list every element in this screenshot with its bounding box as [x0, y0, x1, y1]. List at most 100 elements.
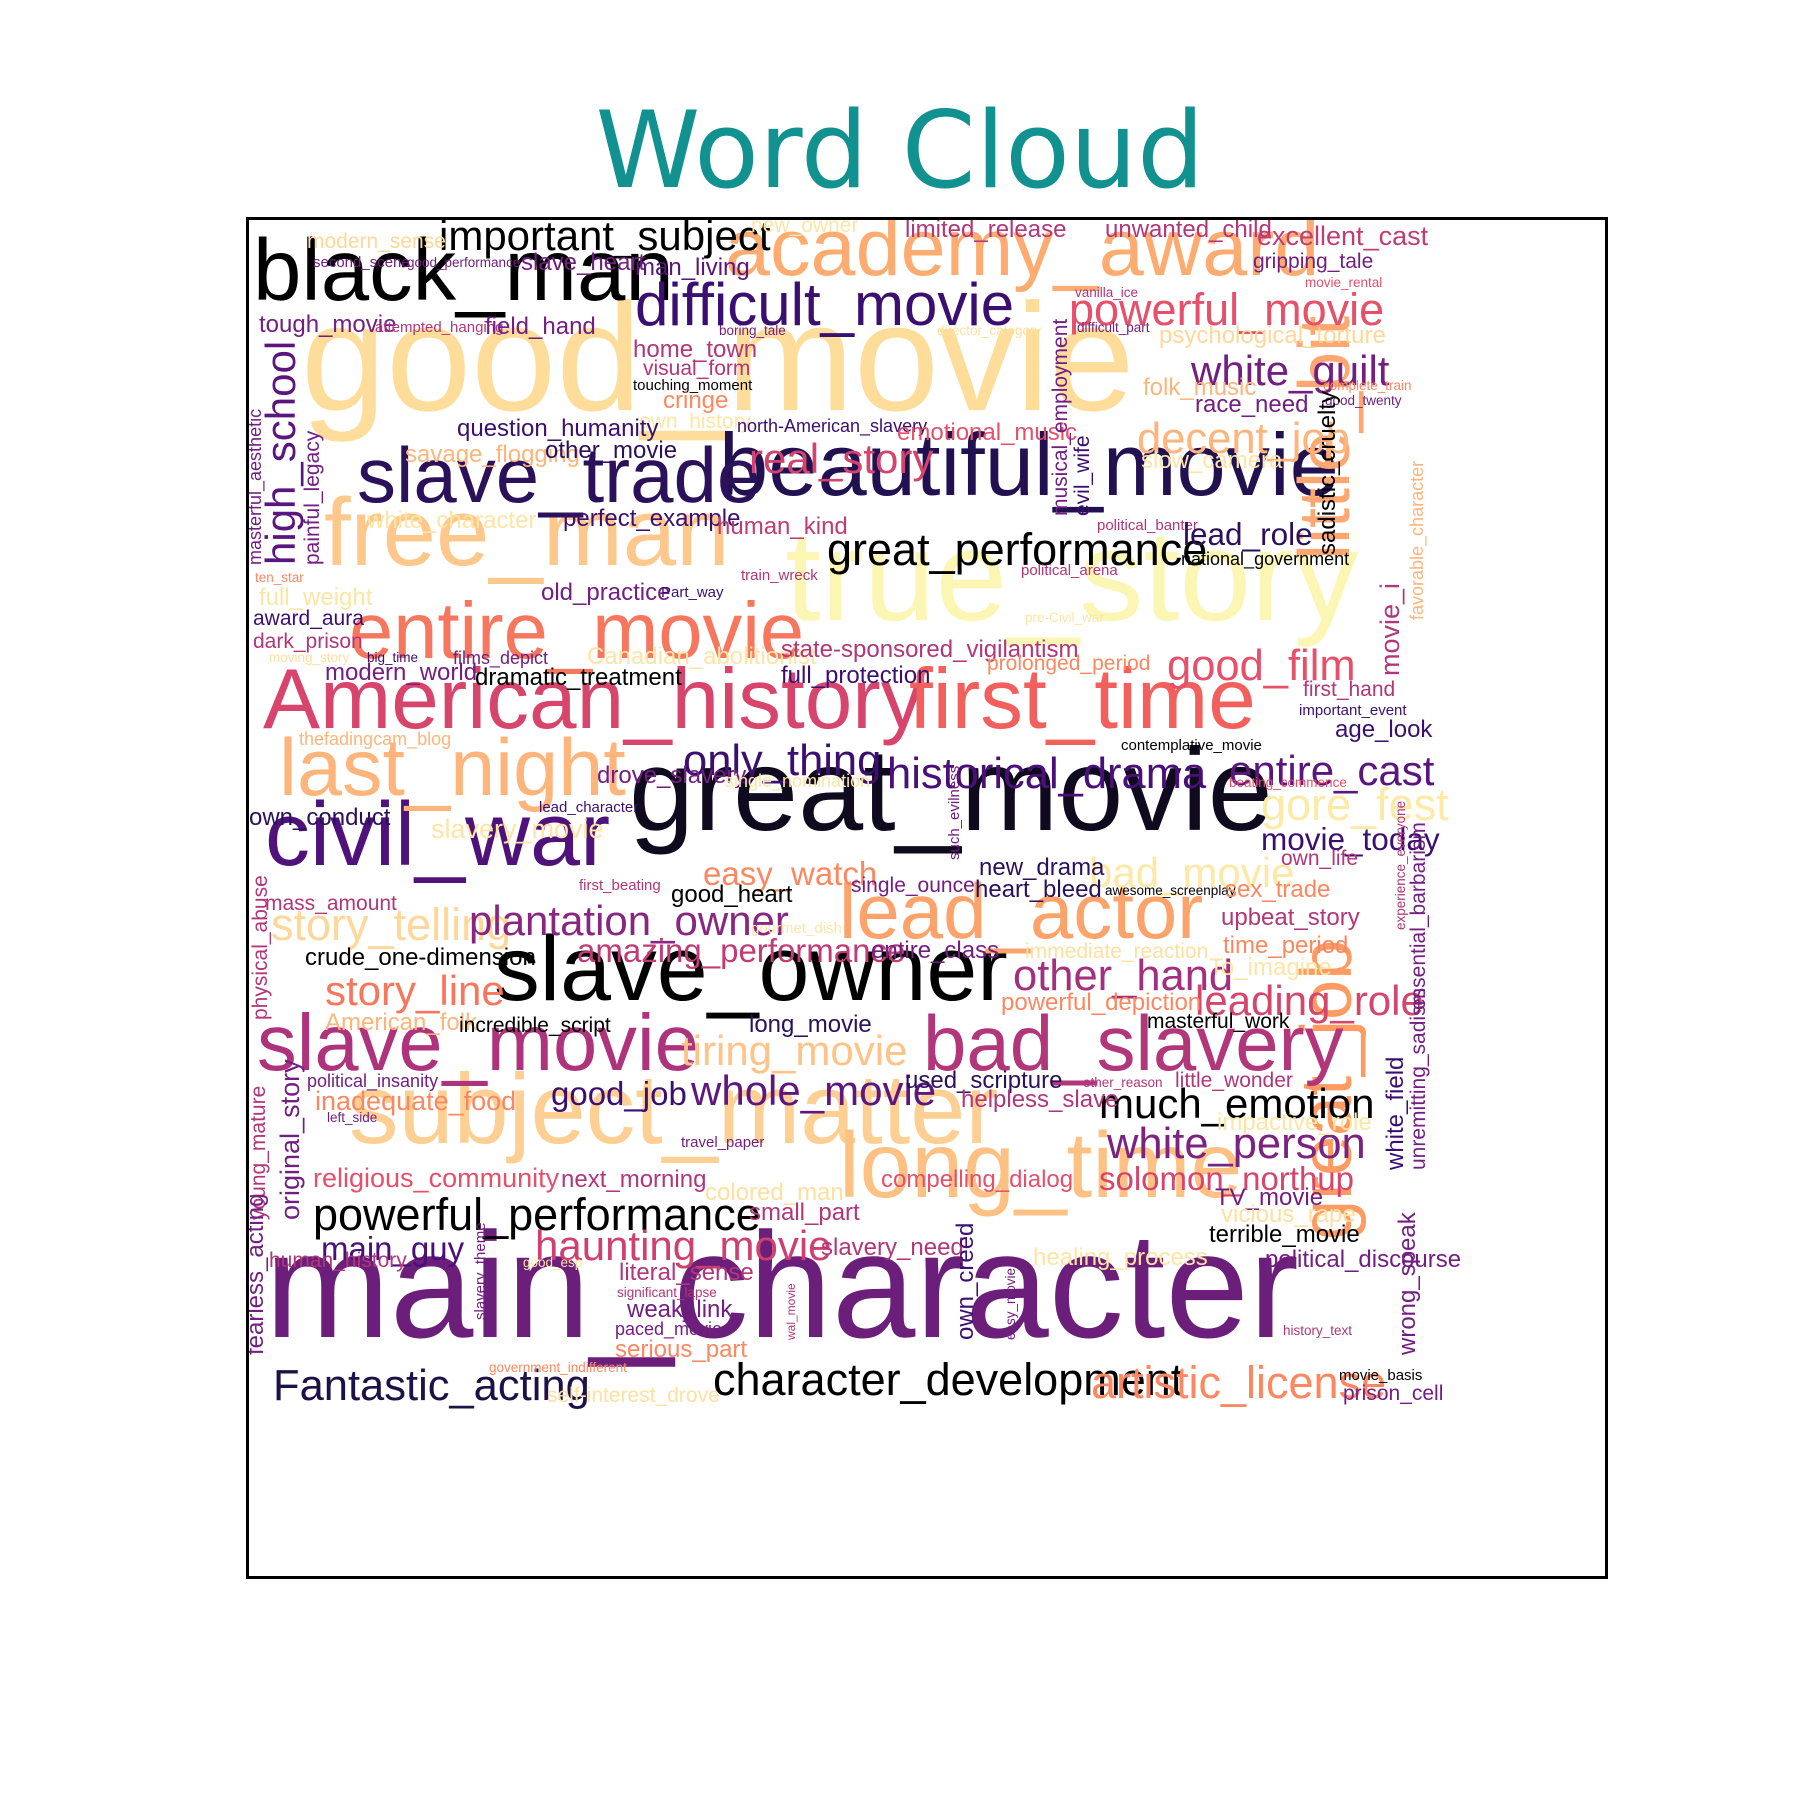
- word-political-arena: political_arena: [1021, 562, 1118, 579]
- word-essential-barbarism: essential_barbarism: [1407, 822, 1430, 1010]
- word-cloud-frame: main_character good_movie true_story great_…: [246, 217, 1608, 1579]
- word-slave-heart: slave_heart: [521, 249, 645, 276]
- word-modern-sense: modern_sense: [307, 230, 446, 253]
- word-age-look: age_look: [1335, 716, 1433, 743]
- word-old-practice: old_practice: [541, 579, 670, 606]
- word-canadian-abolitionist: Canadian_abolitionist: [587, 643, 817, 670]
- word-other-hand: other_hand: [1013, 952, 1233, 1000]
- word-unwanted-child: unwanted_child: [1105, 220, 1272, 243]
- word-left-side: left_side: [327, 1110, 377, 1125]
- word-good-performance: good_performance: [407, 255, 520, 270]
- word-decent-job: decent_job: [1137, 415, 1350, 463]
- word-political-discourse: political_discourse: [1265, 1246, 1461, 1273]
- word-slave-trade: slave_trade: [357, 431, 760, 519]
- word-experience-everyone: experience_everyone: [1393, 801, 1408, 930]
- word-colored-man: colored_man: [705, 1179, 844, 1206]
- word-award-aura: award_aura: [253, 607, 364, 630]
- word-beautiful-movie: beautiful_movie: [719, 415, 1339, 514]
- word-dramatic-treatment: dramatic_treatment: [475, 664, 682, 691]
- word-home-town: home_town: [633, 336, 757, 363]
- word-prolonged-period: prolonged_period: [987, 652, 1150, 675]
- word-bad-movie: bad_movie: [1089, 849, 1294, 896]
- word-easy-movie: easy_movie: [1003, 1268, 1018, 1340]
- word-slavery-need: slavery_need: [821, 1234, 964, 1261]
- word-important-event: important_event: [1299, 702, 1407, 719]
- word-bad-slavery: bad_slavery: [923, 999, 1344, 1087]
- word-tv-movie: TV_movie: [1215, 1184, 1323, 1211]
- word-fearless-acting: fearless_acting: [249, 1194, 269, 1355]
- word-single-nomination: single_nomination: [725, 771, 870, 792]
- word-self-interest-drove: self-interest_drove: [547, 1384, 720, 1407]
- word-historical-drama: historical_drama: [887, 750, 1207, 798]
- word-moving-story: moving_story: [269, 650, 350, 665]
- word-boring-tale: boring_tale: [719, 323, 786, 338]
- word-dark-prison: dark_prison: [253, 630, 363, 653]
- word-impactive-role: impactive_role: [1217, 1109, 1372, 1136]
- word-director-category: director_category: [937, 323, 1042, 338]
- word-weak-link: weak_link: [626, 1296, 733, 1323]
- word-lead-actor: lead_actor: [839, 867, 1203, 955]
- word-prison-cell: prison_cell: [1343, 1382, 1443, 1405]
- word-touching-moment: touching_moment: [633, 377, 753, 394]
- word-main-guy: main_guy: [321, 1230, 465, 1267]
- word-inadequate-food: inadequate_food: [315, 1086, 516, 1116]
- word-good-film: good_film: [1167, 642, 1356, 690]
- word-part-way: Part_way: [661, 584, 724, 601]
- word-beating-commence: beating_commence: [1229, 775, 1347, 790]
- word-little-wonder: little_wonder: [1175, 1069, 1293, 1092]
- word-own-conduct: own_conduct: [249, 804, 391, 831]
- word-young-mature: young_mature: [249, 1086, 270, 1220]
- word-paced-movie: paced_movie: [615, 1319, 722, 1340]
- word-high-school: high_school: [257, 341, 304, 565]
- word-folk-music: folk_music: [1143, 374, 1256, 401]
- word-powerful-performance: powerful_performance: [313, 1189, 761, 1240]
- word-new-drama: new_drama: [979, 854, 1105, 881]
- word-train-wreck: train_wreck: [741, 567, 818, 584]
- word-small-part: small_part: [749, 1199, 860, 1226]
- word-story-line: story_line: [325, 967, 505, 1014]
- word-great-performance: great_performance: [827, 524, 1207, 575]
- word-movie-today: movie_today: [1261, 821, 1440, 857]
- word-state-sponsored-vigilantism: state-sponsored_vigilantism: [781, 636, 1078, 663]
- word-human-kind: human_kind: [717, 513, 848, 540]
- word-man-living: man_living: [635, 254, 750, 281]
- word-other-reason: other_reason: [1083, 1075, 1163, 1090]
- word-other-movie: other_movie: [545, 437, 677, 464]
- word-used-scripture: used_scripture: [905, 1067, 1062, 1094]
- word-race-need: race_need: [1195, 391, 1308, 418]
- word-long-movie: long_movie: [749, 1011, 872, 1038]
- word-compelling-dialog: compelling_dialog: [881, 1166, 1073, 1193]
- word-american-folk: American_folk: [325, 1009, 478, 1036]
- word-artistic-license: artistic_license: [1091, 1357, 1386, 1408]
- word-difficult-part: difficult_part: [1077, 320, 1150, 335]
- word-white-person: white_person: [1106, 1120, 1366, 1168]
- word-helpless-slave: helpless_slave: [961, 1086, 1118, 1113]
- word-powerful-movie: powerful_movie: [1069, 284, 1384, 335]
- word-first-beating: first_beating: [579, 877, 661, 894]
- word-physical-abuse: physical_abuse: [249, 875, 272, 1020]
- word-travel-paper: travel_paper: [681, 1134, 764, 1151]
- word-good-twenty: good_twenty: [1325, 393, 1402, 408]
- word-white-guilt: white_guilt: [1190, 347, 1390, 394]
- word-human-history: human_history: [269, 1249, 407, 1272]
- word-lead-role: lead_role: [1183, 516, 1313, 552]
- word-psychological-torture: psychological_torture: [1159, 322, 1386, 349]
- word-immediate-reaction: immediate_reaction: [1025, 940, 1208, 963]
- word-single-ounce: single_ounce: [851, 874, 975, 897]
- word-fantastic-acting: Fantastic_acting: [273, 1362, 590, 1410]
- word-academy-award: academy_award: [725, 220, 1319, 293]
- word-unremitting-sadism: unremitting_sadism: [1407, 988, 1430, 1170]
- word-gore-fest: gore_fest: [1261, 779, 1449, 830]
- word-ten-star: ten_star: [255, 570, 304, 585]
- word-movie-rental: movie_rental: [1305, 275, 1382, 290]
- word-wal-movie: wal_movie: [784, 1283, 798, 1341]
- word-white-field: white_field: [1382, 1057, 1409, 1171]
- word-painful-legacy: painful_legacy: [301, 430, 324, 565]
- word-national-government: national_government: [1181, 549, 1349, 570]
- word-solomon-northup: solomon_northup: [1099, 1160, 1354, 1197]
- word-own-life: own_life: [1281, 847, 1358, 870]
- word-political-banter: political_banter: [1097, 517, 1198, 534]
- word-significant-lapse: significant_lapse: [617, 1285, 717, 1300]
- word-drove-slavery: drove_slavery: [597, 762, 746, 789]
- word-cloud: main_charactergood_movietrue_storygreat_…: [249, 220, 1461, 1410]
